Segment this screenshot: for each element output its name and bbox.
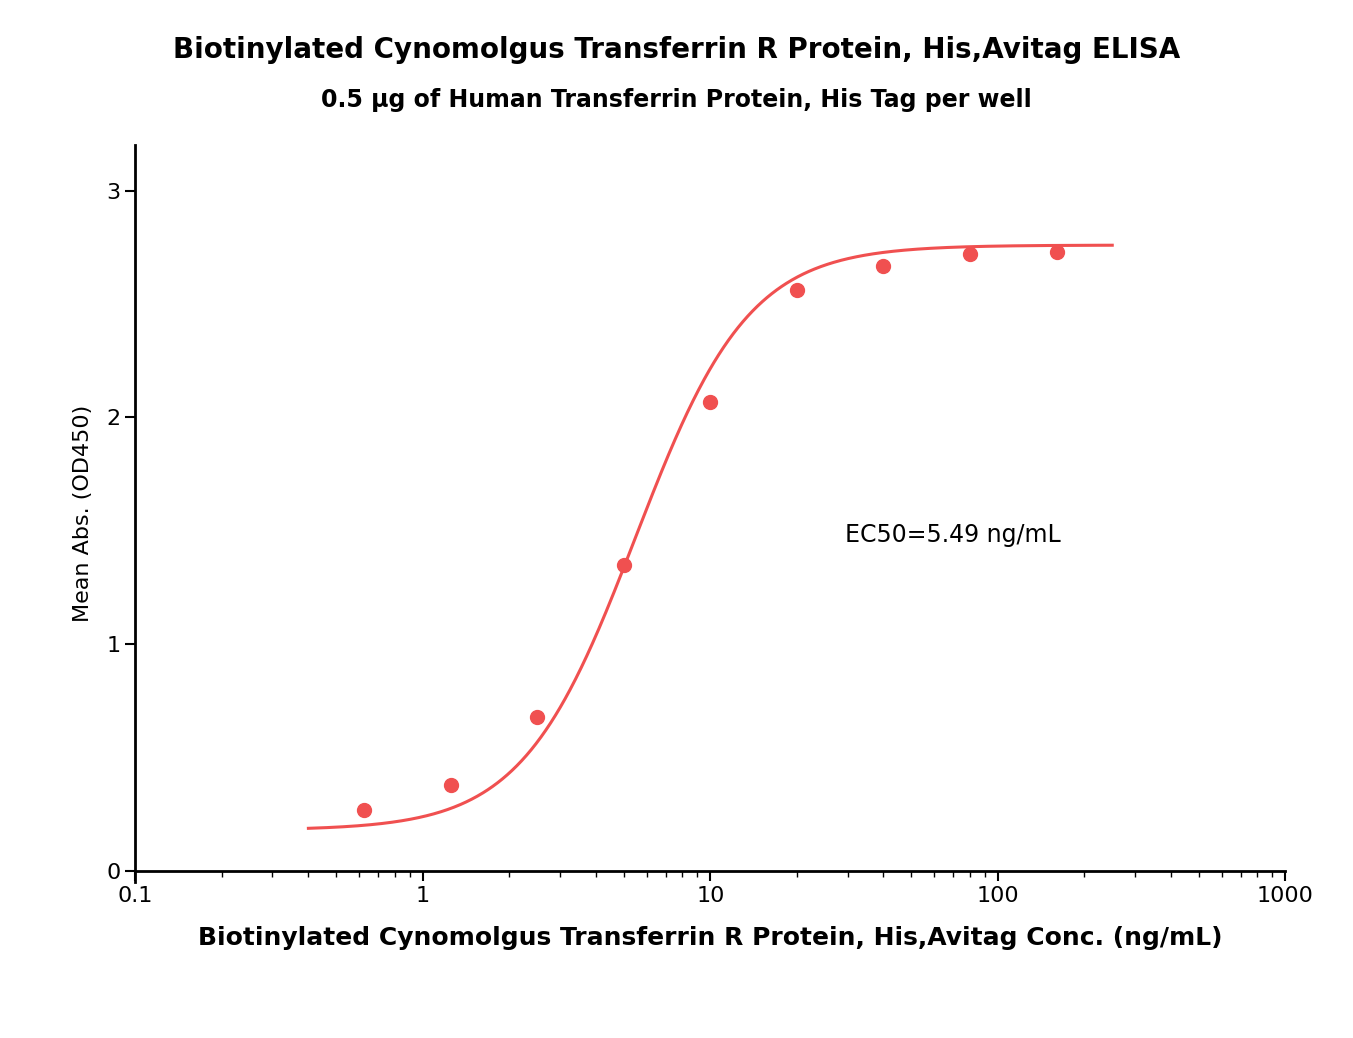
Text: 0.5 μg of Human Transferrin Protein, His Tag per well: 0.5 μg of Human Transferrin Protein, His…	[321, 88, 1032, 112]
Text: Biotinylated Cynomolgus Transferrin R Protein, His,Avitag ELISA: Biotinylated Cynomolgus Transferrin R Pr…	[173, 36, 1180, 64]
Text: EC50=5.49 ng/mL: EC50=5.49 ng/mL	[846, 523, 1061, 547]
Y-axis label: Mean Abs. (OD450): Mean Abs. (OD450)	[73, 405, 92, 623]
X-axis label: Biotinylated Cynomolgus Transferrin R Protein, His,Avitag Conc. (ng/mL): Biotinylated Cynomolgus Transferrin R Pr…	[198, 926, 1223, 951]
